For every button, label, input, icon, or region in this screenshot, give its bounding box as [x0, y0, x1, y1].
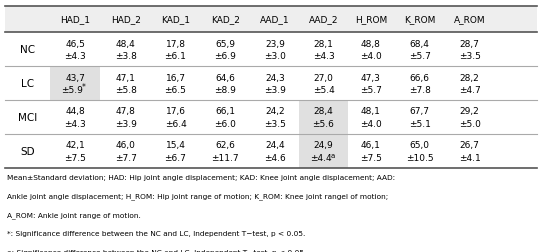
Text: 27,0: 27,0: [314, 73, 333, 82]
Text: 46,1: 46,1: [361, 141, 381, 150]
Text: 28,2: 28,2: [460, 73, 480, 82]
Text: ±6.1: ±6.1: [165, 52, 186, 61]
Text: ±4.3: ±4.3: [313, 52, 334, 61]
Text: ±5.8: ±5.8: [115, 86, 137, 95]
Text: 48,4: 48,4: [116, 39, 136, 48]
Text: H_ROM: H_ROM: [355, 16, 387, 24]
Text: AAD_1: AAD_1: [260, 16, 289, 24]
Text: ±4.3: ±4.3: [64, 120, 86, 129]
Text: 24,2: 24,2: [265, 107, 285, 116]
Text: 24,9: 24,9: [314, 141, 333, 150]
Text: ±7.5: ±7.5: [64, 153, 86, 163]
Text: ±10.5: ±10.5: [406, 153, 434, 163]
Text: 29,2: 29,2: [460, 107, 480, 116]
Text: a: Significance difference between the NC and LC, Independent T−test, p < 0.05.: a: Significance difference between the N…: [7, 249, 306, 252]
Text: ±6.9: ±6.9: [214, 52, 236, 61]
Text: ±5.7: ±5.7: [409, 52, 430, 61]
Text: ±8.9: ±8.9: [214, 86, 236, 95]
Text: ±11.7: ±11.7: [211, 153, 239, 163]
Bar: [299, 101, 348, 135]
Text: ±5.9: ±5.9: [61, 86, 83, 95]
Text: 43,7: 43,7: [65, 73, 85, 82]
Text: a: a: [330, 152, 335, 159]
Text: 28,7: 28,7: [460, 39, 480, 48]
Text: Ankle joint angle displacement; H_ROM: Hip joint range of motion; K_ROM: Knee jo: Ankle joint angle displacement; H_ROM: H…: [7, 193, 388, 200]
Text: 28,4: 28,4: [314, 107, 333, 116]
Text: NC: NC: [20, 45, 35, 55]
Text: 24,3: 24,3: [265, 73, 285, 82]
Text: 48,8: 48,8: [361, 39, 381, 48]
Text: ±4.6: ±4.6: [264, 153, 286, 163]
Text: K_ROM: K_ROM: [404, 16, 435, 24]
Text: 66,6: 66,6: [409, 73, 430, 82]
Text: KAD_2: KAD_2: [211, 16, 240, 24]
Text: ±3.5: ±3.5: [458, 52, 481, 61]
Text: 44,8: 44,8: [65, 107, 85, 116]
Text: ±7.8: ±7.8: [409, 86, 430, 95]
Text: 46,0: 46,0: [116, 141, 136, 150]
Text: SD: SD: [20, 147, 35, 156]
Text: 68,4: 68,4: [410, 39, 429, 48]
Text: ±4.3: ±4.3: [64, 52, 86, 61]
Text: ±6.0: ±6.0: [214, 120, 236, 129]
Bar: [5, 7, 537, 33]
Text: AAD_2: AAD_2: [309, 16, 338, 24]
Text: 66,1: 66,1: [215, 107, 235, 116]
Text: ±5.1: ±5.1: [409, 120, 430, 129]
Text: HAD_2: HAD_2: [111, 16, 141, 24]
Text: 28,1: 28,1: [314, 39, 333, 48]
Text: 47,3: 47,3: [361, 73, 381, 82]
Text: 64,6: 64,6: [215, 73, 235, 82]
Text: HAD_1: HAD_1: [60, 16, 90, 24]
Text: 65,0: 65,0: [409, 141, 430, 150]
Text: 62,6: 62,6: [215, 141, 235, 150]
Text: 26,7: 26,7: [460, 141, 480, 150]
Text: 67,7: 67,7: [409, 107, 430, 116]
Text: LC: LC: [21, 79, 34, 89]
Text: ±6.5: ±6.5: [165, 86, 186, 95]
Text: 24,4: 24,4: [265, 141, 285, 150]
Text: 47,1: 47,1: [116, 73, 136, 82]
Text: ±3.8: ±3.8: [115, 52, 137, 61]
Text: 17,6: 17,6: [165, 107, 186, 116]
Text: 23,9: 23,9: [265, 39, 285, 48]
Text: ±4.0: ±4.0: [360, 120, 382, 129]
Text: MCI: MCI: [18, 113, 37, 123]
Text: ±4.0: ±4.0: [360, 52, 382, 61]
Text: ±6.7: ±6.7: [165, 153, 186, 163]
Text: ±3.9: ±3.9: [115, 120, 137, 129]
Text: 65,9: 65,9: [215, 39, 235, 48]
Text: 47,8: 47,8: [116, 107, 136, 116]
Text: 16,7: 16,7: [165, 73, 186, 82]
Text: KAD_1: KAD_1: [161, 16, 190, 24]
Text: ±4.7: ±4.7: [458, 86, 481, 95]
Text: ±6.4: ±6.4: [165, 120, 186, 129]
Text: Mean±Standard deviation; HAD: Hip joint angle displacement; KAD: Knee joint angl: Mean±Standard deviation; HAD: Hip joint …: [7, 174, 395, 180]
Text: ±3.9: ±3.9: [264, 86, 286, 95]
Text: ±3.0: ±3.0: [264, 52, 286, 61]
Text: 15,4: 15,4: [166, 141, 185, 150]
Text: ±5.4: ±5.4: [313, 86, 334, 95]
Text: ±5.0: ±5.0: [458, 120, 481, 129]
Bar: [50, 67, 100, 101]
Text: ±5.6: ±5.6: [313, 120, 334, 129]
Text: ±7.7: ±7.7: [115, 153, 137, 163]
Text: A_ROM: Ankle joint range of motion.: A_ROM: Ankle joint range of motion.: [7, 212, 141, 218]
Text: ±4.4: ±4.4: [310, 153, 332, 163]
Text: ±4.1: ±4.1: [458, 153, 481, 163]
Text: 46,5: 46,5: [65, 39, 85, 48]
Text: *: *: [82, 83, 86, 92]
Text: ±3.5: ±3.5: [264, 120, 286, 129]
Text: *: Significance difference between the NC and LC, Independent T−test, p < 0.05.: *: Significance difference between the N…: [7, 230, 306, 236]
Text: ±5.7: ±5.7: [360, 86, 382, 95]
Text: 42,1: 42,1: [65, 141, 85, 150]
Text: 48,1: 48,1: [361, 107, 381, 116]
Text: 17,8: 17,8: [165, 39, 186, 48]
Bar: [299, 135, 348, 168]
Text: A_ROM: A_ROM: [454, 16, 485, 24]
Text: ±7.5: ±7.5: [360, 153, 382, 163]
